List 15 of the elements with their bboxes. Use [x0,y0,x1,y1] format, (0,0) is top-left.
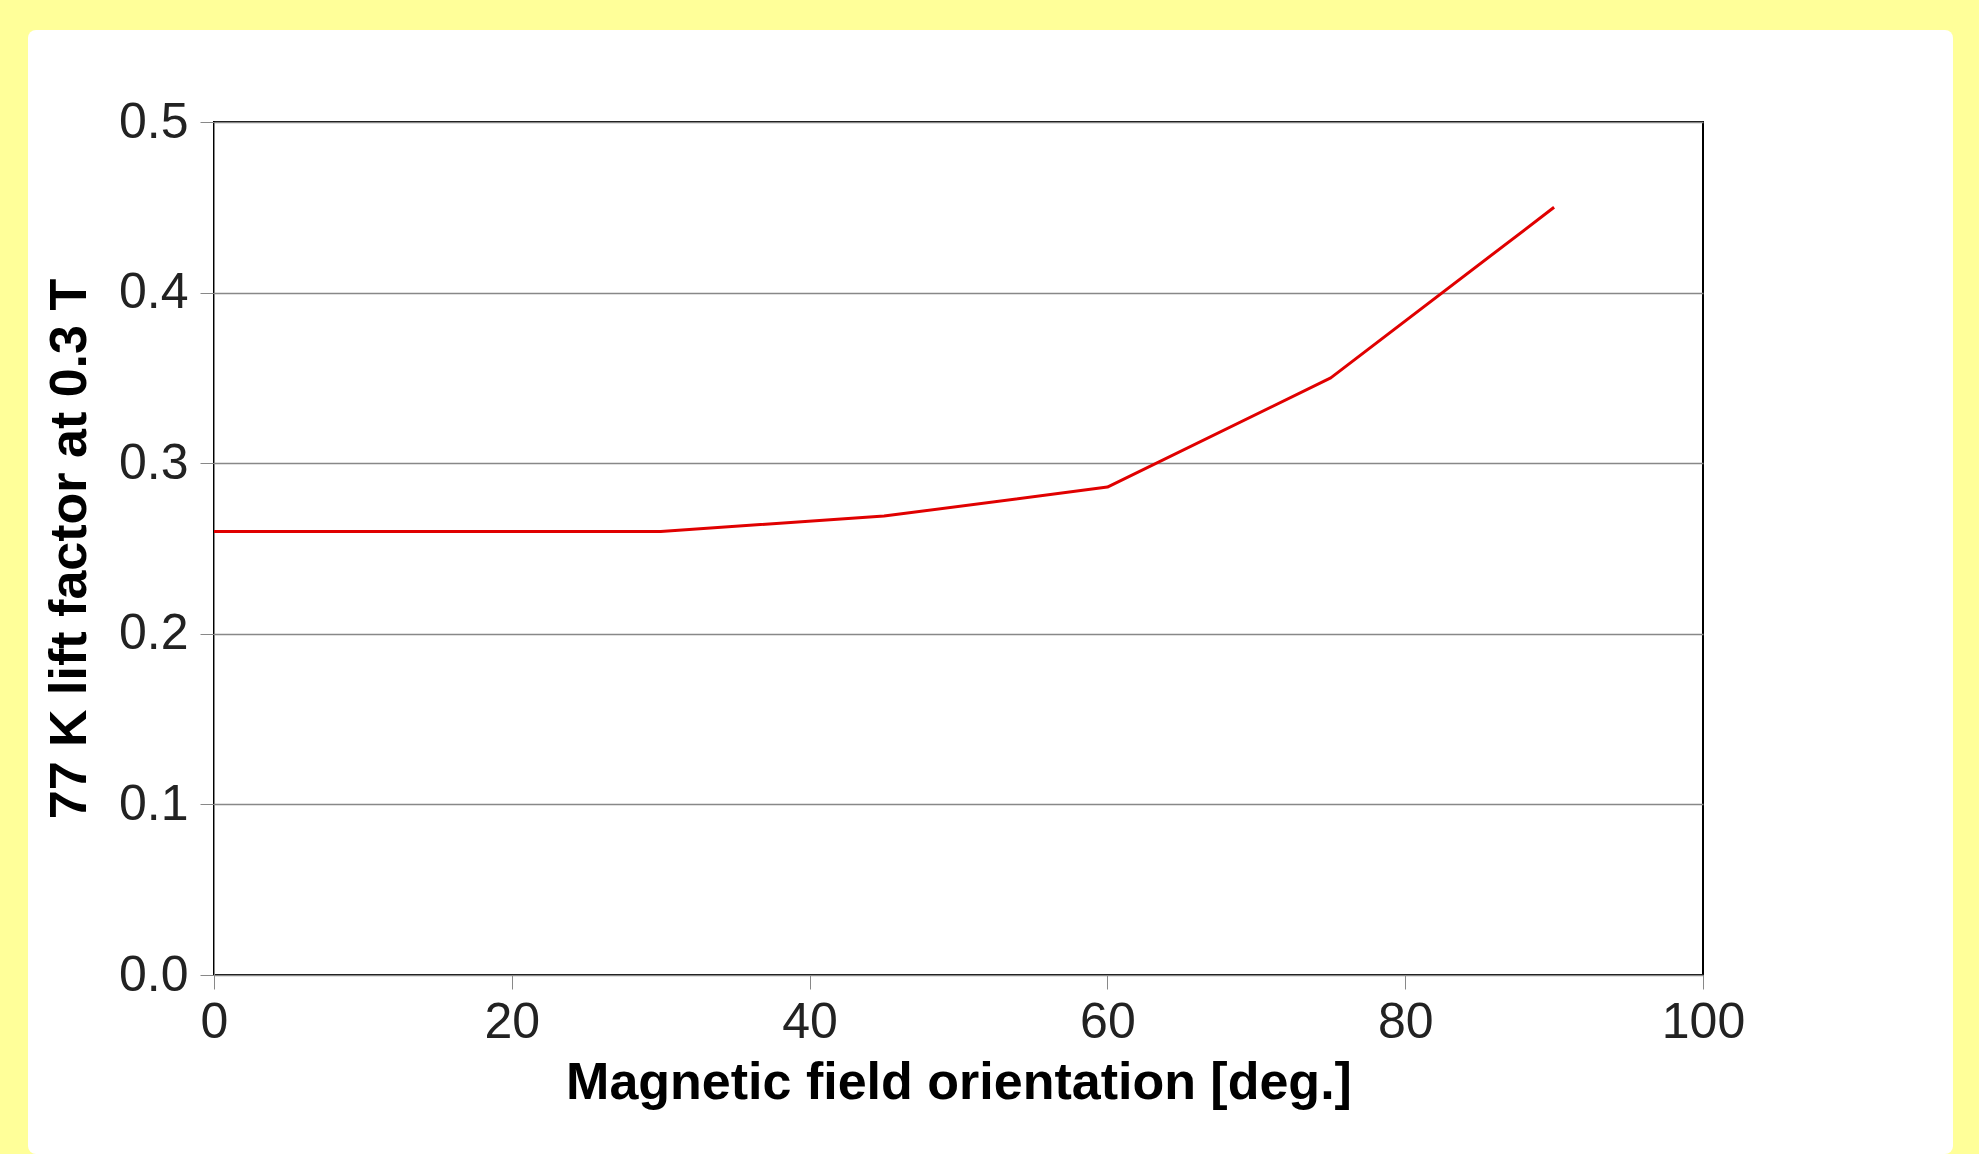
x-tick-label: 40 [782,992,838,1049]
y-tick-label: 0.2 [118,604,189,661]
y-tick-label: 0.0 [118,945,189,1002]
x-tick-label: 20 [484,992,541,1049]
y-tick-label: 0.3 [118,433,189,490]
x-tick-label: 100 [1661,992,1746,1049]
y-axis-title: 77 K lift factor at 0.3 T [38,278,97,820]
y-tick-label: 0.5 [118,92,189,149]
x-tick-label: 60 [1080,992,1136,1049]
y-tick-label: 0.1 [118,774,189,831]
y-tick-label: 0.4 [118,263,189,320]
x-axis-title: Magnetic field orientation [deg.] [566,1051,1352,1110]
x-tick-label: 0 [200,992,229,1049]
line-series [212,205,1556,533]
x-tick-label: 80 [1377,992,1434,1049]
